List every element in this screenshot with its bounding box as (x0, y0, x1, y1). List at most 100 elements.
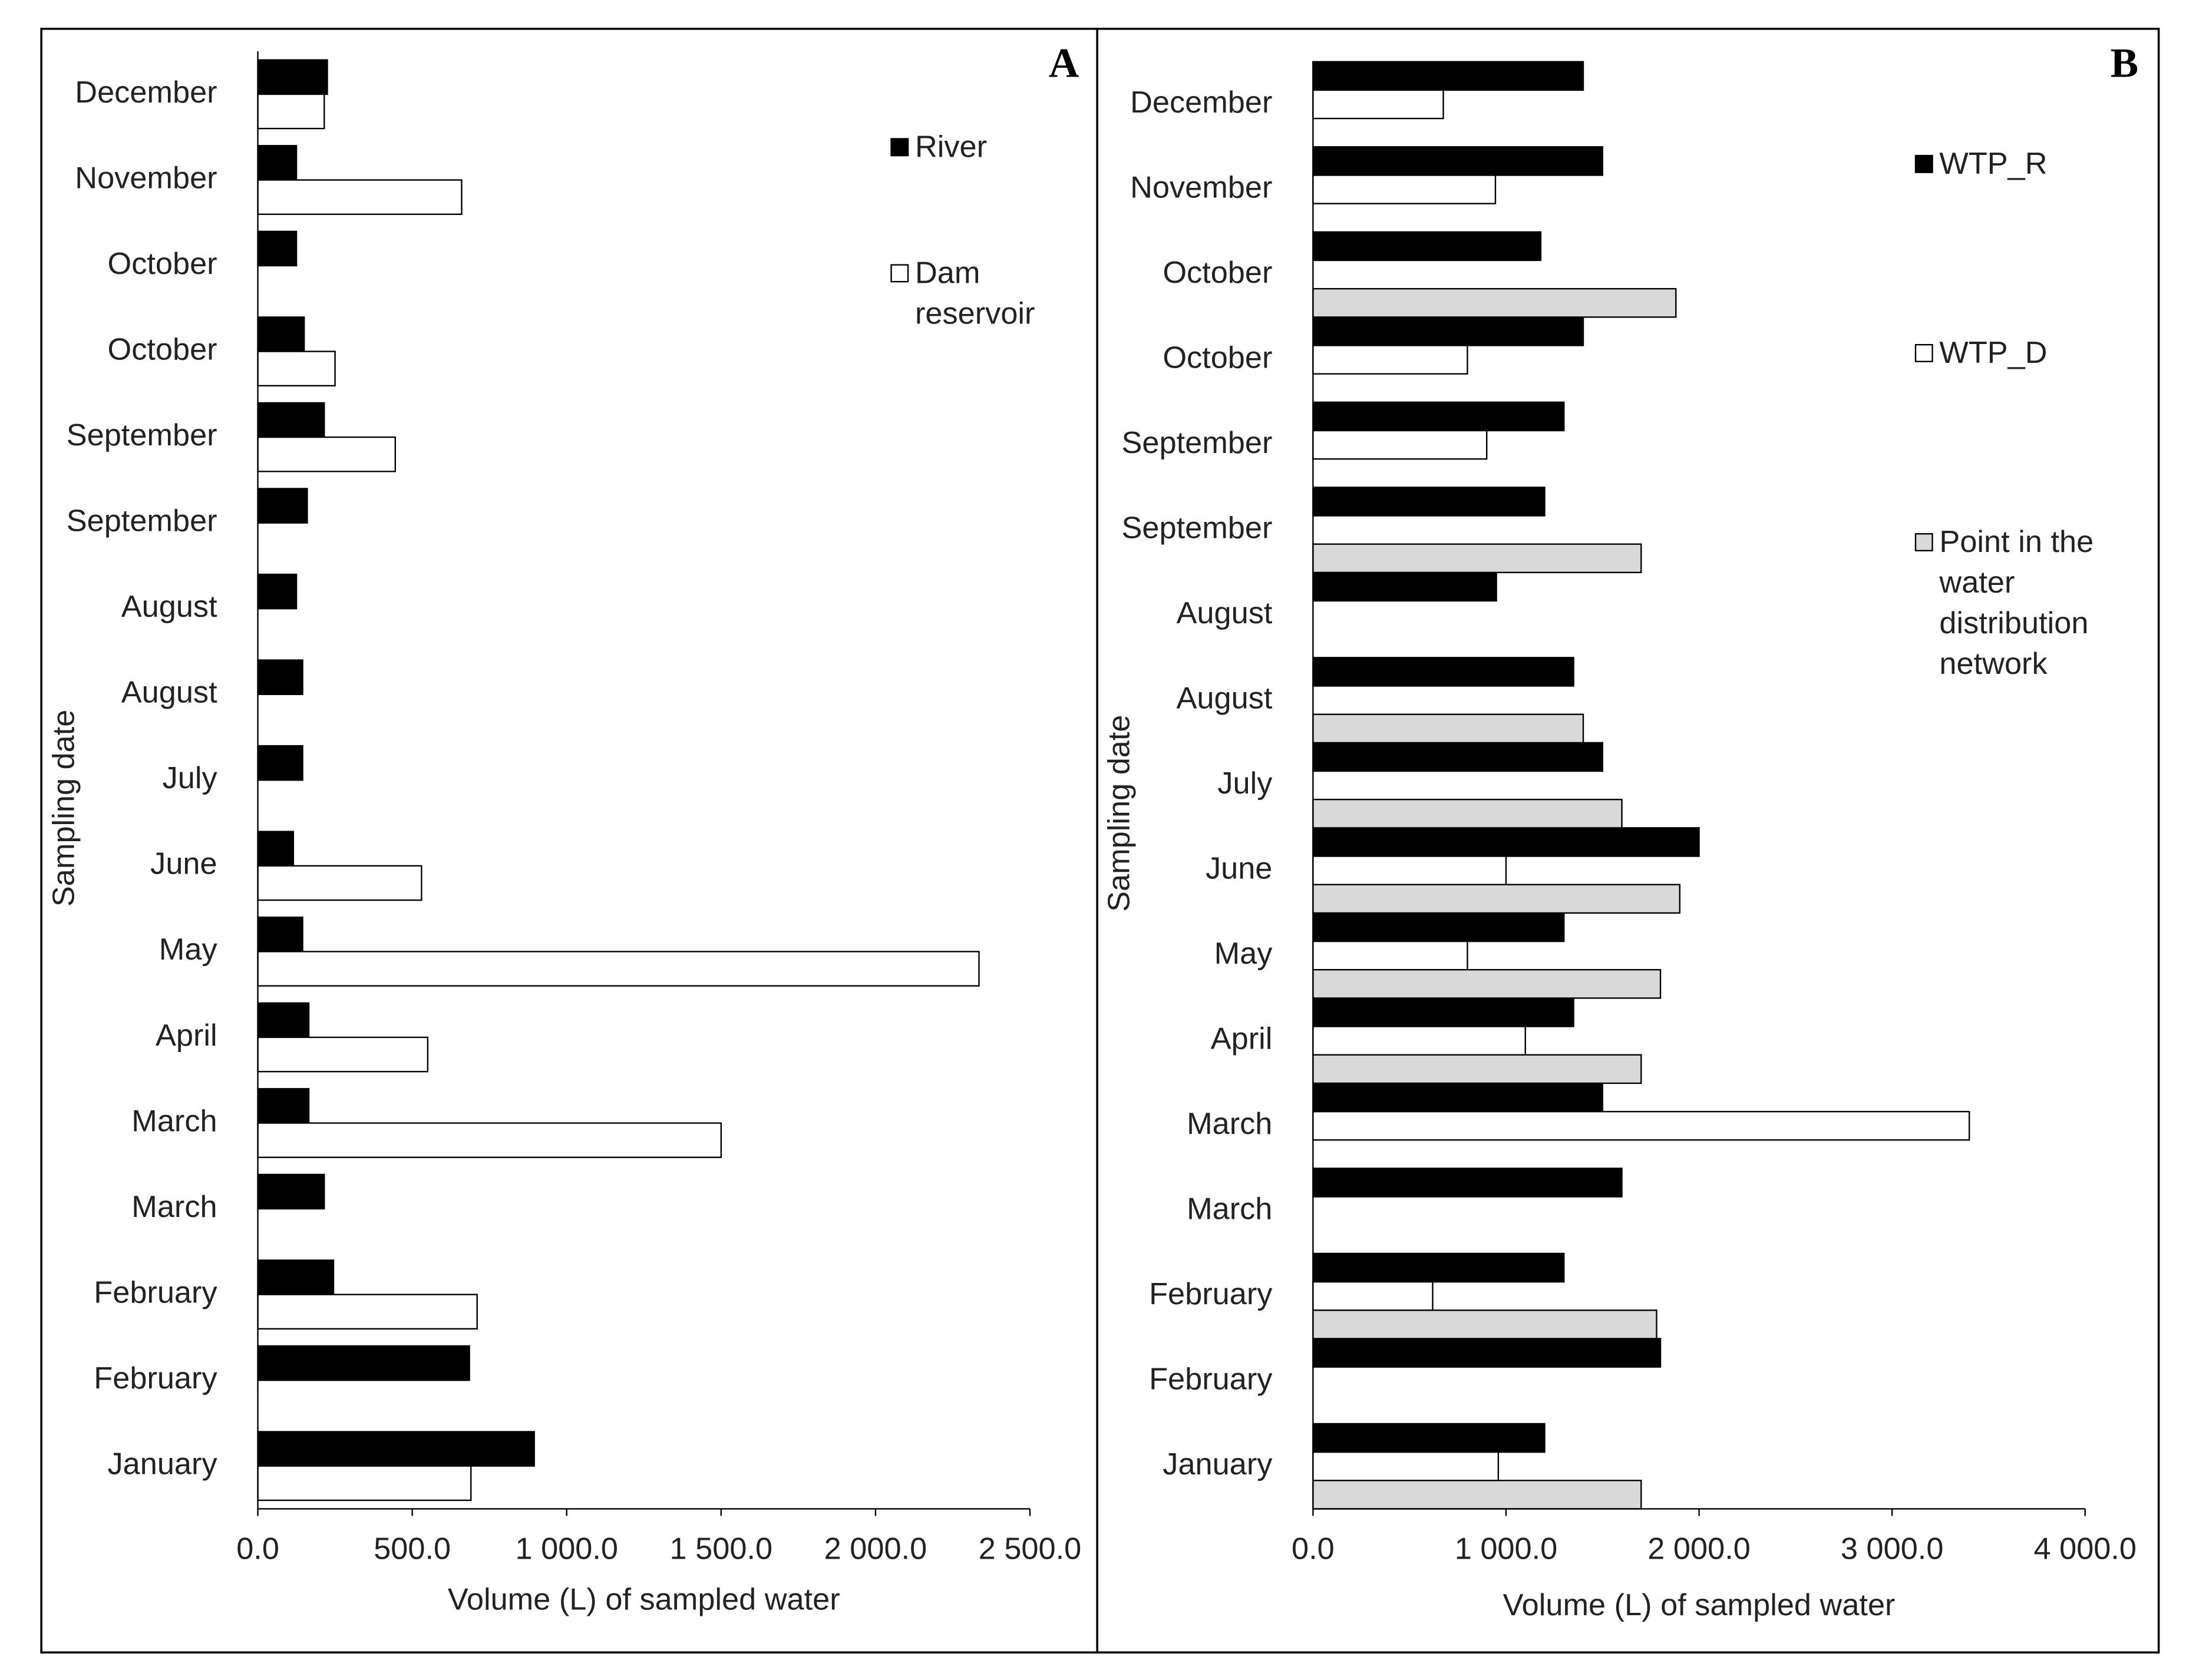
y-tick-label: June (1206, 851, 1272, 885)
bar (1312, 401, 1565, 432)
y-tick-label: April (156, 1018, 217, 1053)
y-tick-label: March (131, 1104, 217, 1138)
bar (257, 436, 397, 472)
bar (1312, 1451, 1500, 1481)
legend-swatch (1914, 533, 1933, 551)
bar (1312, 912, 1565, 942)
x-axis-title: Volume (L) of sampled water (448, 1582, 840, 1616)
y-tick-label: December (75, 75, 217, 110)
legend-swatch (1914, 343, 1933, 362)
bar (257, 951, 980, 987)
bar (1312, 429, 1488, 460)
y-tick-label: October (1163, 340, 1272, 375)
y-tick-label: March (1187, 1107, 1272, 1141)
bar (257, 917, 303, 953)
legend-label: Dam reservoir (914, 254, 1035, 331)
bar (1312, 799, 1623, 829)
bar (1312, 742, 1603, 772)
x-tick-label: 2 000.0 (1647, 1532, 1751, 1566)
y-tick-label: March (131, 1190, 217, 1224)
bar (1312, 543, 1642, 574)
legend-entry: WTP_R (1939, 145, 2048, 181)
bar (257, 1173, 325, 1210)
bar (1312, 1338, 1662, 1368)
y-tick-label: July (163, 761, 218, 795)
bar (257, 488, 308, 524)
bar (1312, 1480, 1642, 1510)
y-tick-label: January (108, 1447, 218, 1481)
bar (1312, 1110, 1970, 1141)
legend-entry: River (914, 128, 988, 164)
x-tick-label: 1 000.0 (515, 1532, 618, 1566)
bar (257, 1122, 722, 1158)
bar (1312, 855, 1507, 885)
y-tick-label: August (1177, 596, 1273, 630)
y-tick-label: September (67, 504, 217, 538)
bar (257, 865, 422, 901)
y-tick-label: October (1163, 256, 1272, 290)
legend-entry: Point in the water distribution network (1939, 524, 2094, 681)
bar (257, 350, 336, 387)
bar (1312, 1082, 1603, 1113)
x-tick-label: 4 000.0 (2033, 1532, 2137, 1566)
bar (257, 1431, 535, 1467)
legend-label: WTP_D (1939, 335, 2048, 370)
bar (1312, 571, 1497, 602)
bar (1312, 345, 1468, 375)
legend-entry: WTP_D (1939, 335, 2048, 370)
x-tick-label: 0.0 (236, 1532, 279, 1566)
bar (1312, 997, 1574, 1027)
y-axis-title: Sampling date (47, 710, 81, 907)
bar (1312, 146, 1603, 176)
bar (1312, 940, 1468, 971)
legend-swatch (890, 138, 909, 157)
y-tick-label: February (94, 1361, 217, 1395)
legend-swatch (1914, 154, 1933, 173)
bar (1312, 231, 1542, 262)
y-tick-label: September (1122, 511, 1273, 545)
bar (1312, 884, 1681, 914)
x-tick-label: 1 000.0 (1455, 1532, 1558, 1566)
x-tick-label: 1 500.0 (670, 1532, 773, 1566)
bar (257, 93, 325, 130)
bar (1312, 1026, 1526, 1056)
x-tick-label: 500.0 (374, 1532, 451, 1566)
bar (1312, 1281, 1434, 1311)
bar (1312, 61, 1584, 91)
bar (1312, 1054, 1642, 1084)
y-tick-label: April (1211, 1021, 1273, 1056)
bar (257, 145, 298, 181)
bar (1312, 487, 1546, 517)
y-tick-label: December (1130, 85, 1272, 120)
bar (257, 831, 295, 867)
y-tick-label: November (1130, 170, 1272, 204)
bar (1312, 1252, 1565, 1283)
y-tick-label: March (1187, 1192, 1272, 1226)
bar (1312, 1423, 1546, 1453)
legend-label: Point in the water distribution network (1939, 524, 2094, 681)
y-tick-label: September (1122, 426, 1273, 460)
legend-label: River (914, 128, 988, 164)
frame (40, 28, 2160, 1654)
y-tick-label: February (1149, 1277, 1273, 1311)
x-tick-label: 2 000.0 (824, 1532, 927, 1566)
bar (257, 573, 298, 610)
legend-entry: Dam reservoir (914, 254, 1035, 331)
panel-label: B (2111, 40, 2139, 87)
bar (257, 59, 328, 95)
y-tick-label: July (1217, 766, 1273, 801)
legend-label: WTP_R (1939, 145, 2048, 181)
bar (1312, 657, 1574, 687)
y-tick-label: October (108, 332, 217, 366)
bar (257, 1259, 335, 1295)
bar (1312, 713, 1584, 744)
y-tick-label: May (1214, 937, 1273, 971)
y-tick-label: August (121, 676, 217, 710)
bar (257, 1465, 472, 1502)
bar (257, 402, 325, 438)
y-tick-label: June (150, 847, 217, 881)
y-tick-label: September (67, 418, 217, 452)
bar (257, 1002, 310, 1039)
